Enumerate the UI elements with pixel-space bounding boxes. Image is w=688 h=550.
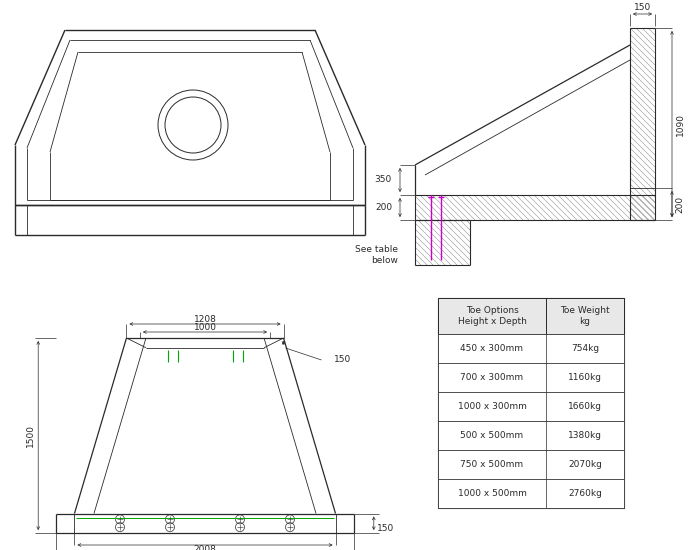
Text: 1660kg: 1660kg [568, 402, 602, 411]
Text: 1160kg: 1160kg [568, 373, 602, 382]
Text: 1000: 1000 [193, 322, 217, 332]
Bar [438, 479, 624, 508]
Bar [438, 421, 624, 450]
Text: 2008: 2008 [193, 546, 217, 550]
Text: 200: 200 [676, 195, 685, 212]
Text: 1380kg: 1380kg [568, 431, 602, 440]
Bar [438, 334, 624, 363]
Text: See table
below: See table below [355, 245, 398, 265]
Text: 150: 150 [334, 355, 351, 365]
Text: 150: 150 [377, 524, 394, 533]
Text: 1090: 1090 [676, 113, 685, 135]
Text: 1000 x 300mm: 1000 x 300mm [458, 402, 526, 411]
Text: 1500: 1500 [25, 424, 34, 447]
Bar [438, 363, 624, 392]
Text: 1000 x 500mm: 1000 x 500mm [458, 489, 526, 498]
Text: 1208: 1208 [193, 315, 217, 323]
Text: 2760kg: 2760kg [568, 489, 602, 498]
Text: 350: 350 [375, 175, 392, 184]
Text: 2070kg: 2070kg [568, 460, 602, 469]
Text: 700 x 300mm: 700 x 300mm [460, 373, 524, 382]
Bar [438, 450, 624, 479]
Text: Toe Options
Height x Depth: Toe Options Height x Depth [458, 306, 526, 326]
Text: Toe Weight
kg: Toe Weight kg [560, 306, 610, 326]
Text: 450 x 300mm: 450 x 300mm [460, 344, 524, 353]
Text: 500 x 500mm: 500 x 500mm [460, 431, 524, 440]
Bar [438, 298, 624, 334]
Text: 200: 200 [375, 203, 392, 212]
Text: 750 x 500mm: 750 x 500mm [460, 460, 524, 469]
Bar [438, 392, 624, 421]
Bar [438, 298, 624, 508]
Text: 754kg: 754kg [571, 344, 599, 353]
Text: 150: 150 [634, 3, 651, 13]
